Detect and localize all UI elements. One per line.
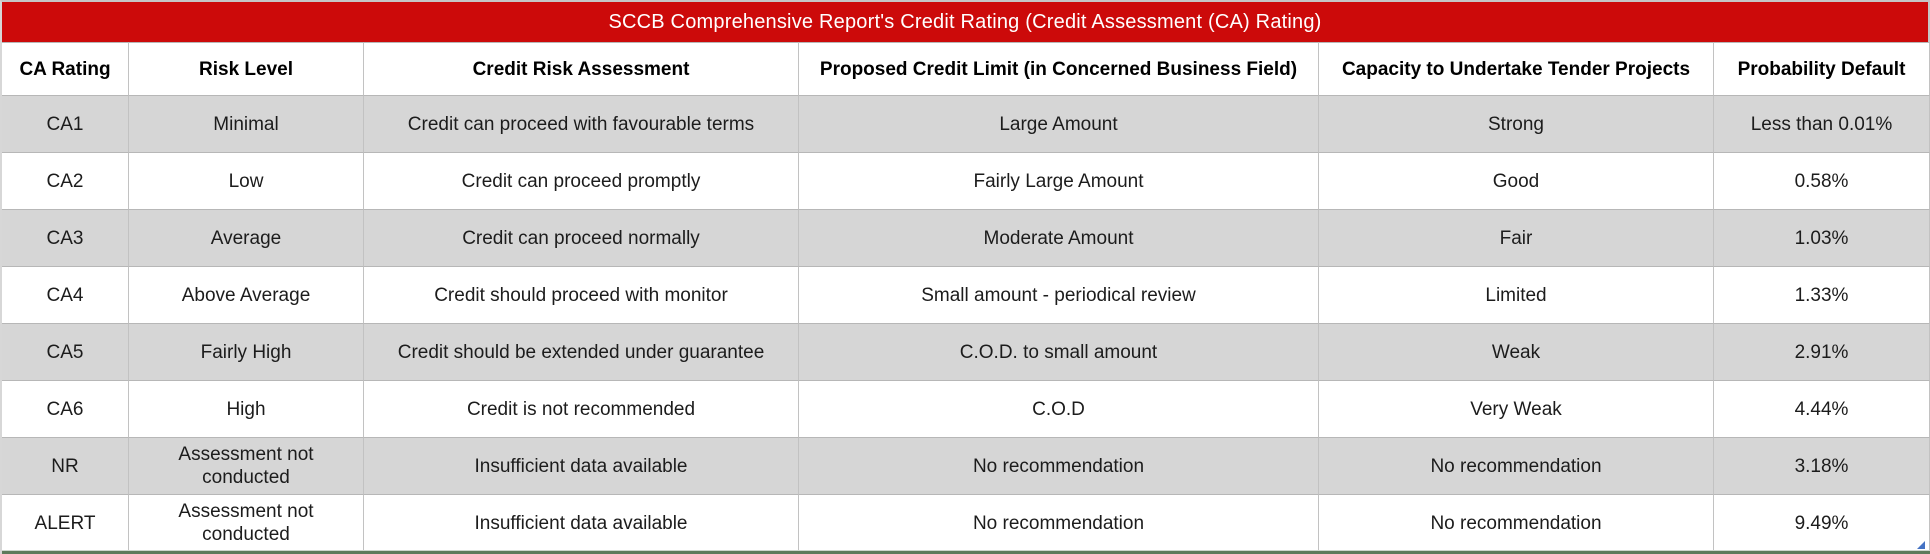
table-cell[interactable]: Insufficient data available: [364, 437, 799, 494]
table-cell[interactable]: No recommendation: [799, 494, 1319, 551]
table-cell[interactable]: Strong: [1319, 95, 1714, 152]
table-cell[interactable]: Credit should be extended under guarante…: [364, 323, 799, 380]
table-row-alert: ALERT Assessment not conducted Insuffici…: [2, 494, 1930, 551]
table-cell[interactable]: Fair: [1319, 209, 1714, 266]
table-cell[interactable]: Limited: [1319, 266, 1714, 323]
table-cell[interactable]: Credit should proceed with monitor: [364, 266, 799, 323]
table-cell[interactable]: No recommendation: [1319, 437, 1714, 494]
table-cell[interactable]: CA2: [2, 152, 129, 209]
cell-overflow-corner-icon: [1917, 541, 1925, 549]
table-cell[interactable]: 3.18%: [1714, 437, 1930, 494]
table-cell[interactable]: C.O.D. to small amount: [799, 323, 1319, 380]
table-cell[interactable]: Fairly Large Amount: [799, 152, 1319, 209]
table-cell[interactable]: Moderate Amount: [799, 209, 1319, 266]
table-cell[interactable]: Weak: [1319, 323, 1714, 380]
table-row-ca3: CA3 Average Credit can proceed normally …: [2, 209, 1930, 266]
column-header-probability-default[interactable]: Probability Default: [1714, 42, 1930, 95]
table-row-ca2: CA2 Low Credit can proceed promptly Fair…: [2, 152, 1930, 209]
table-cell[interactable]: Credit can proceed normally: [364, 209, 799, 266]
table-cell[interactable]: Credit can proceed with favourable terms: [364, 95, 799, 152]
table-cell[interactable]: Good: [1319, 152, 1714, 209]
table-cell[interactable]: CA5: [2, 323, 129, 380]
column-header-proposed-credit-limit[interactable]: Proposed Credit Limit (in Concerned Busi…: [799, 42, 1319, 95]
table-row-ca4: CA4 Above Average Credit should proceed …: [2, 266, 1930, 323]
table-cell[interactable]: Fairly High: [129, 323, 364, 380]
table-cell[interactable]: Less than 0.01%: [1714, 95, 1930, 152]
table-cell[interactable]: Average: [129, 209, 364, 266]
table-cell[interactable]: CA3: [2, 209, 129, 266]
table-row-nr: NR Assessment not conducted Insufficient…: [2, 437, 1930, 494]
table-cell[interactable]: 4.44%: [1714, 380, 1930, 437]
table-cell[interactable]: Credit can proceed promptly: [364, 152, 799, 209]
column-header-capacity-tender-projects[interactable]: Capacity to Undertake Tender Projects: [1319, 42, 1714, 95]
table-cell[interactable]: Insufficient data available: [364, 494, 799, 551]
table-cell[interactable]: No recommendation: [799, 437, 1319, 494]
column-header-credit-risk-assessment[interactable]: Credit Risk Assessment: [364, 42, 799, 95]
table-cell[interactable]: 1.33%: [1714, 266, 1930, 323]
table-cell[interactable]: CA1: [2, 95, 129, 152]
table-row-ca1: CA1 Minimal Credit can proceed with favo…: [2, 95, 1930, 152]
table-cell[interactable]: Large Amount: [799, 95, 1319, 152]
table-cell[interactable]: No recommendation: [1319, 494, 1714, 551]
table-cell[interactable]: Assessment not conducted: [129, 437, 364, 494]
table-cell[interactable]: 0.58%: [1714, 152, 1930, 209]
table-cell[interactable]: 1.03%: [1714, 209, 1930, 266]
table-row-ca5: CA5 Fairly High Credit should be extende…: [2, 323, 1930, 380]
table-title-merged-cell[interactable]: SCCB Comprehensive Report's Credit Ratin…: [2, 2, 1930, 42]
sheet-boundary-line: [2, 550, 1930, 554]
column-header-risk-level[interactable]: Risk Level: [129, 42, 364, 95]
table-cell[interactable]: Minimal: [129, 95, 364, 152]
table-cell[interactable]: C.O.D: [799, 380, 1319, 437]
table-cell[interactable]: Credit is not recommended: [364, 380, 799, 437]
table-row-ca6: CA6 High Credit is not recommended C.O.D…: [2, 380, 1930, 437]
table-cell[interactable]: CA4: [2, 266, 129, 323]
table-cell[interactable]: 2.91%: [1714, 323, 1930, 380]
table-cell[interactable]: Very Weak: [1319, 380, 1714, 437]
column-header-ca-rating[interactable]: CA Rating: [2, 42, 129, 95]
table-cell[interactable]: Above Average: [129, 266, 364, 323]
table-cell[interactable]: Low: [129, 152, 364, 209]
table-cell[interactable]: 9.49%: [1714, 494, 1930, 551]
table-cell[interactable]: NR: [2, 437, 129, 494]
table-cell[interactable]: ALERT: [2, 494, 129, 551]
table-cell[interactable]: CA6: [2, 380, 129, 437]
table-cell[interactable]: Assessment not conducted: [129, 494, 364, 551]
table-cell[interactable]: High: [129, 380, 364, 437]
table-cell[interactable]: Small amount - periodical review: [799, 266, 1319, 323]
header-row: CA Rating Risk Level Credit Risk Assessm…: [2, 42, 1930, 95]
